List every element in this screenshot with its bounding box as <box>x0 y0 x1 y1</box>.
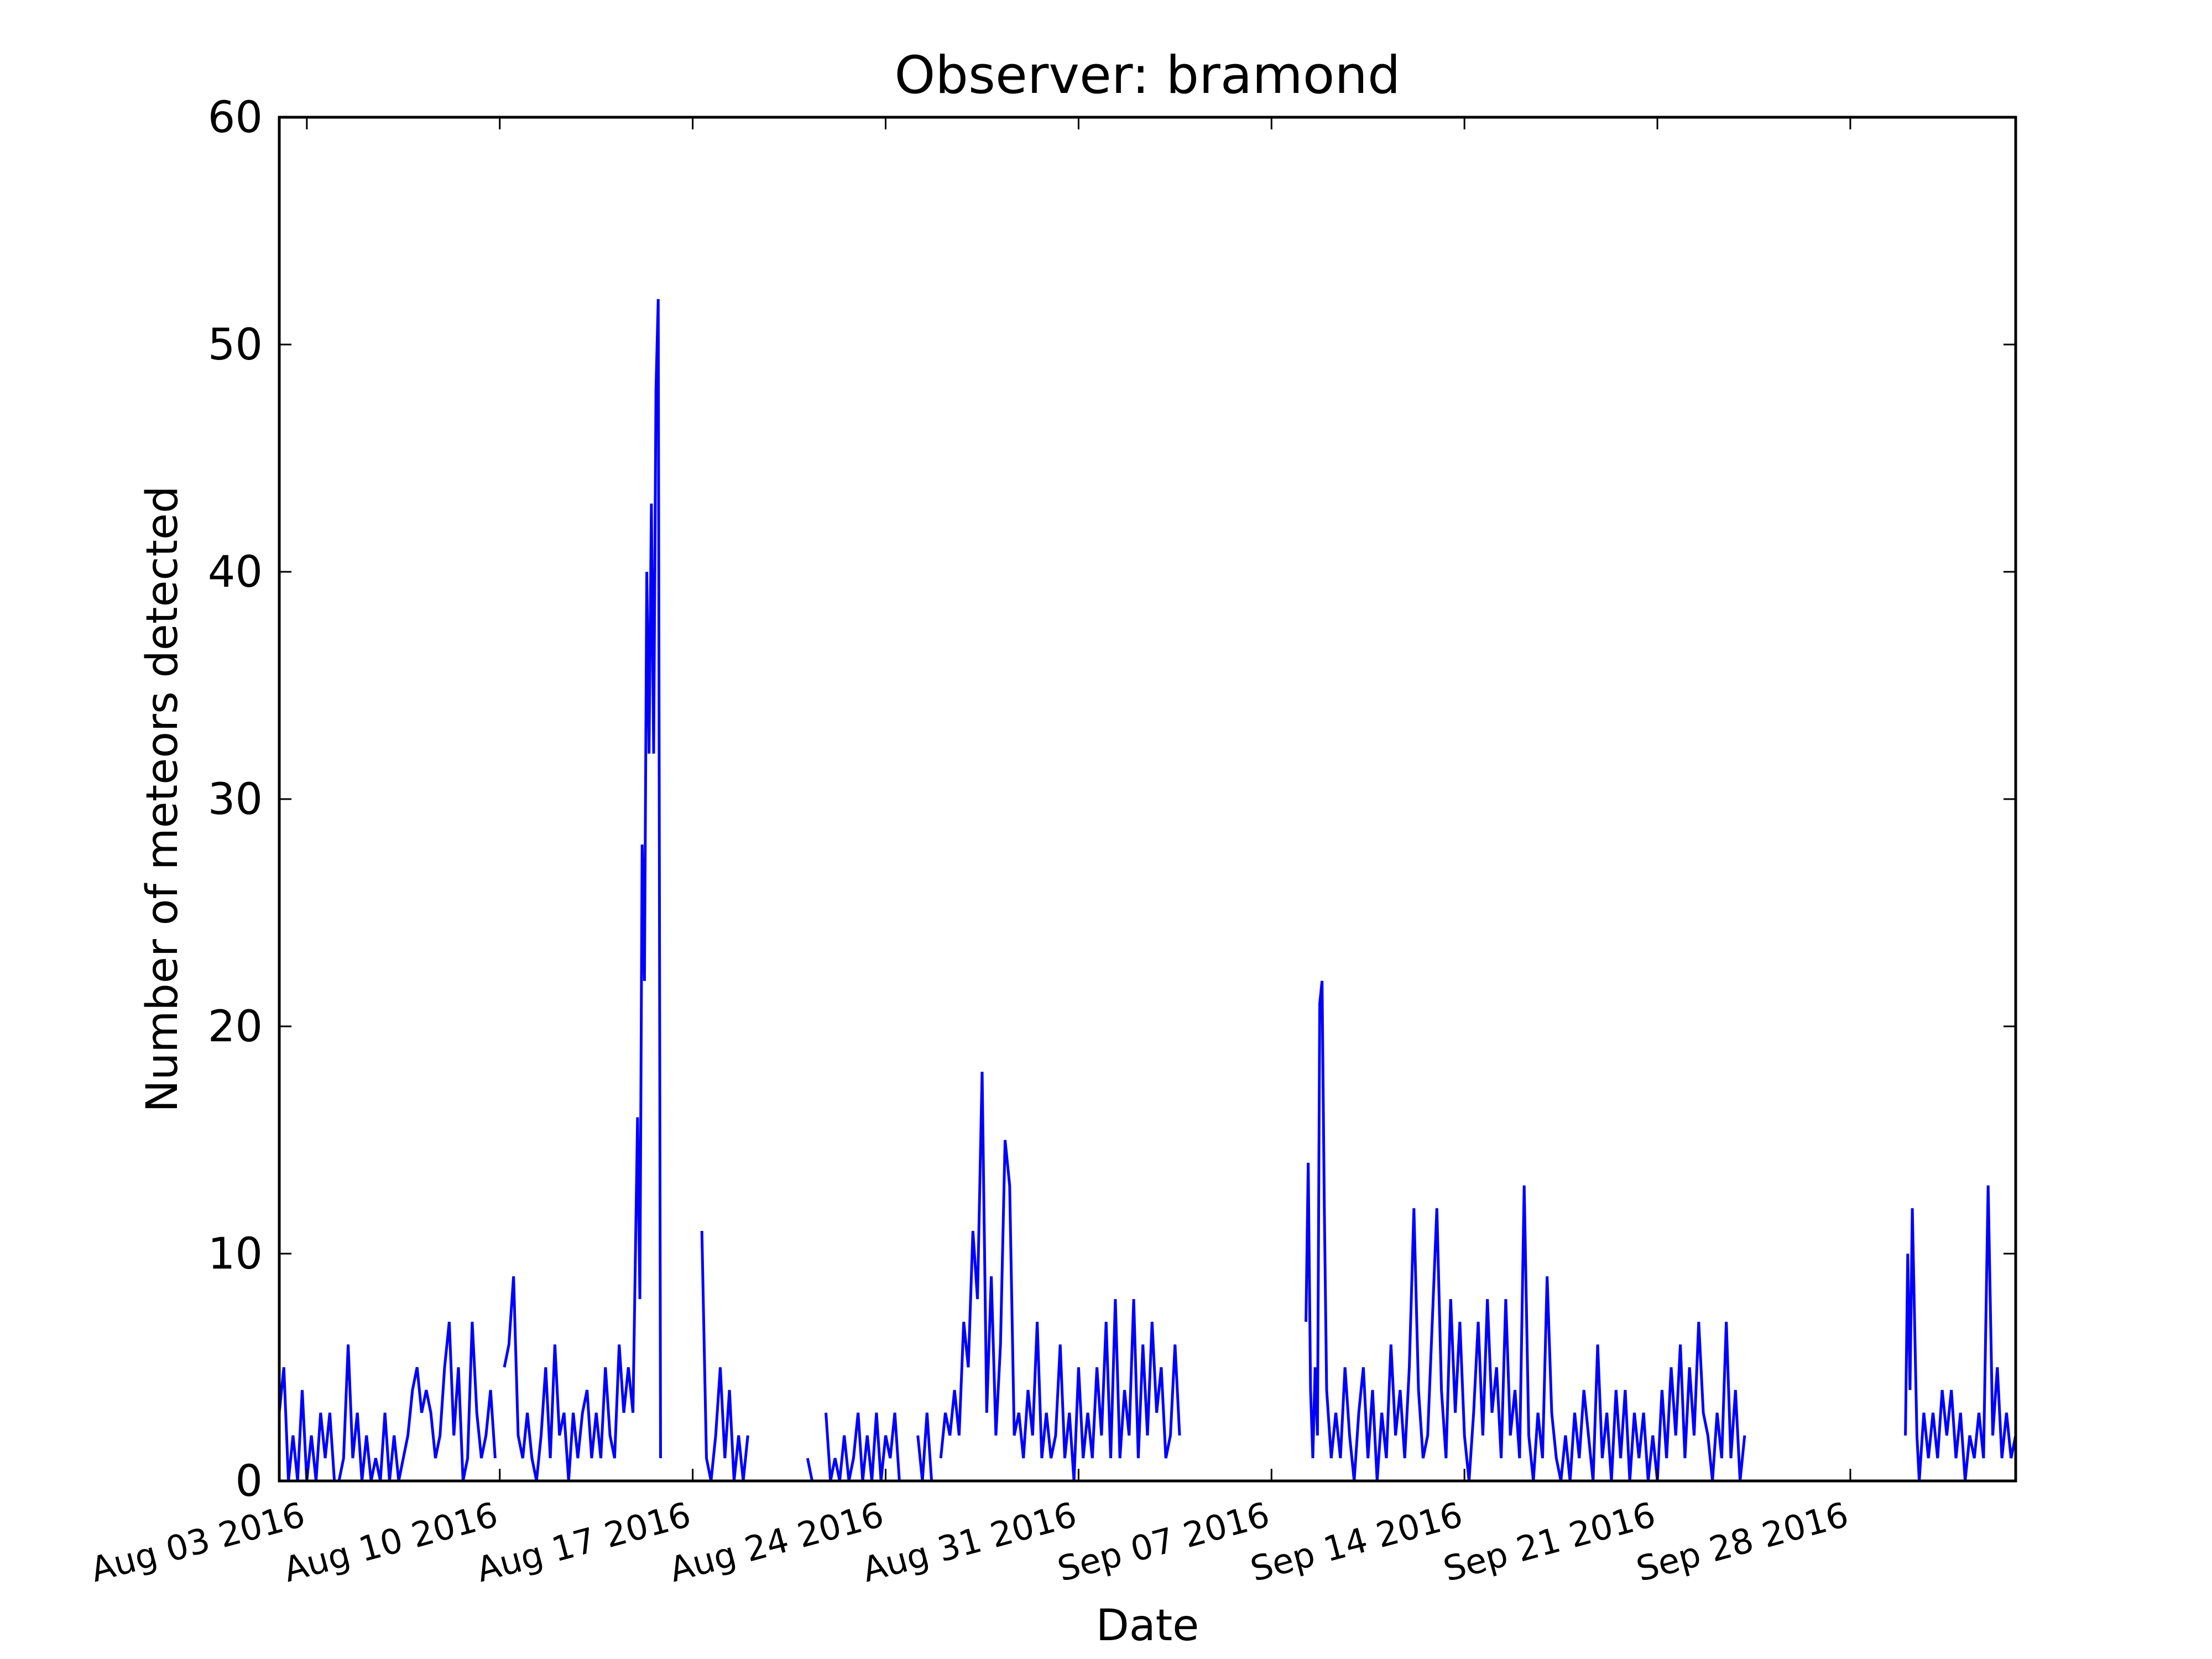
series-line-segment <box>916 1412 933 1481</box>
y-axis-label: Number of meteors detected <box>138 486 187 1113</box>
series-line-segment <box>1305 980 1746 1481</box>
series-line-segment <box>700 1230 749 1481</box>
plot-frame <box>278 116 2017 1483</box>
plot-area <box>279 117 2016 1481</box>
series-line-segment <box>806 1458 814 1481</box>
series-line-segment <box>939 1072 1181 1481</box>
series-layer <box>278 299 2017 1483</box>
y-tick-label: 30 <box>208 775 263 825</box>
series-line-segment <box>278 1322 497 1483</box>
y-tick-label: 20 <box>208 1002 263 1052</box>
series-line-segment <box>1904 1185 2017 1481</box>
y-tick-label: 50 <box>208 320 263 370</box>
chart-title: Observer: bramond <box>894 45 1400 106</box>
y-tick-label: 0 <box>235 1457 263 1506</box>
y-tick-label: 40 <box>208 547 263 597</box>
y-tick-label: 60 <box>208 93 263 143</box>
y-tick-label: 10 <box>208 1229 263 1279</box>
series-line-segment <box>503 299 662 1481</box>
x-axis-label: Date <box>1096 1601 1199 1651</box>
